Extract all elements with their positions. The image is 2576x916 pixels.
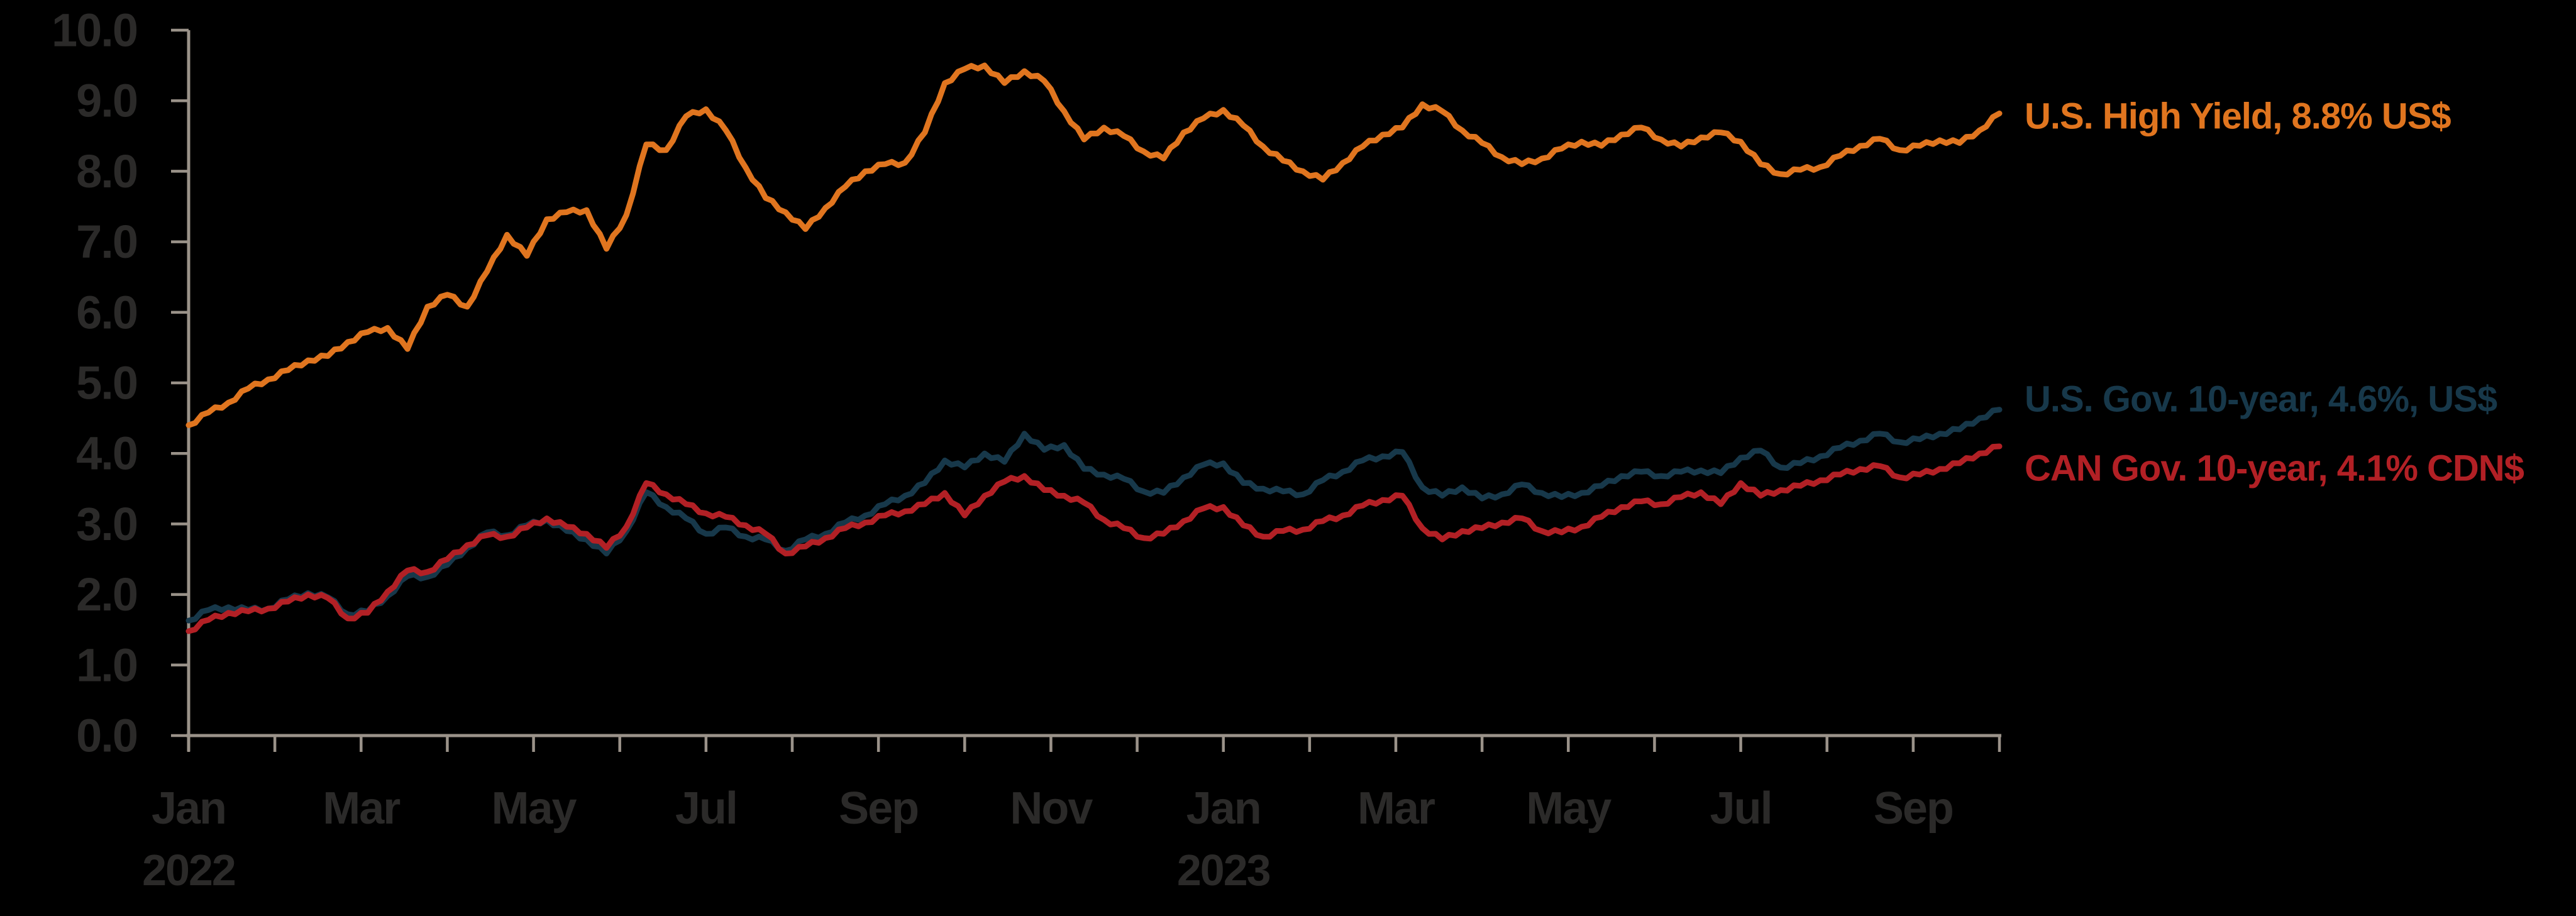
y-tick-label: 8.0 [76,145,137,197]
x-month-label: Mar [323,783,400,834]
series-line-can-gov-10-year [185,443,2003,634]
x-year-label: 2023 [1177,846,1270,895]
x-month-label: Jan [152,783,226,834]
y-tick-label: 2.0 [76,568,137,621]
y-tick-label: 9.0 [76,75,137,127]
x-month-label: Jul [1710,783,1772,834]
y-tick-label: 3.0 [76,498,137,550]
y-tick-label: 10.0 [52,4,137,57]
series-label-us-high-yield: U.S. High Yield, 8.8% US$ [2025,96,2451,137]
x-month-label: Nov [1010,783,1093,834]
x-year-label: 2022 [142,846,235,895]
y-tick-label: 4.0 [76,428,137,480]
x-month-label: Jan [1186,783,1261,834]
x-month-label: Sep [839,783,918,834]
x-month-label: Jul [675,783,737,834]
x-month-label: Sep [1874,783,1953,834]
y-tick-label: 7.0 [76,216,137,268]
y-tick-label: 1.0 [76,639,137,691]
y-tick-label: 0.0 [76,710,137,762]
x-month-label: Mar [1357,783,1435,834]
series-label-us-gov-10-year: U.S. Gov. 10-year, 4.6%, US$ [2025,379,2497,420]
series-line-us-high-yield [185,62,2003,428]
series-label-can-gov-10-year: CAN Gov. 10-year, 4.1% CDN$ [2025,448,2524,489]
x-month-label: May [1526,783,1611,834]
y-tick-label: 5.0 [76,357,137,409]
y-tick-label: 6.0 [76,286,137,338]
x-month-label: May [492,783,577,834]
